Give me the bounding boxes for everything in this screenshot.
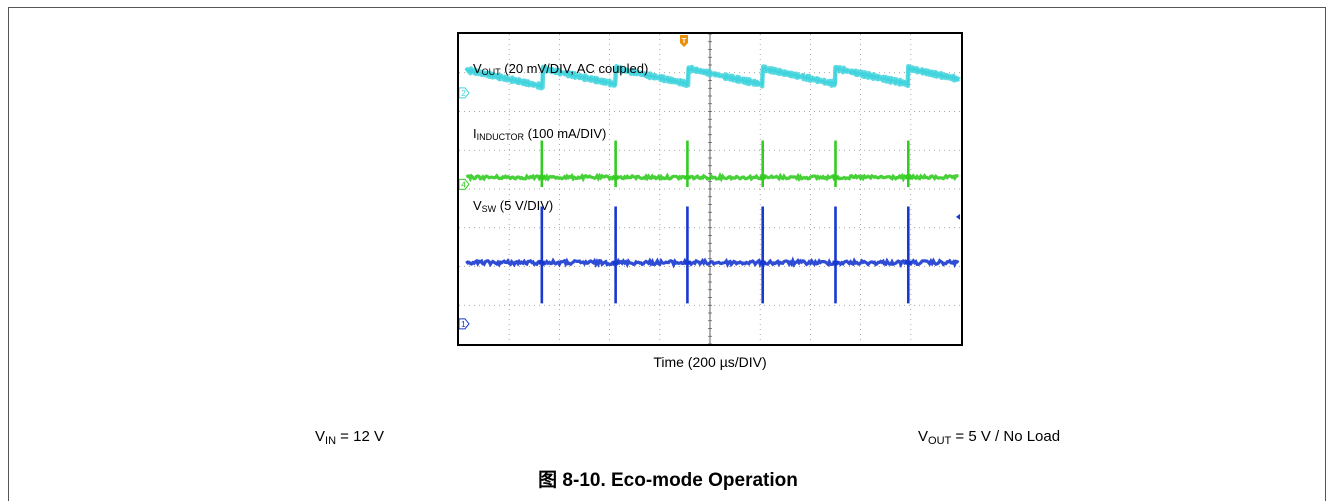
vout-symbol: V <box>918 428 929 445</box>
channel-1-marker-label: 1 <box>461 319 466 329</box>
vout-label-sub: OUT <box>481 67 501 77</box>
channel-2-marker-label: 2 <box>461 88 466 98</box>
inductor-label-suffix: (100 mA/DIV) <box>523 126 607 141</box>
vout-trace-label: VOUT (20 mV/DIV, AC coupled) <box>473 61 648 77</box>
scope-border <box>457 32 963 346</box>
vsw-trace <box>465 256 960 269</box>
vout-trace <box>465 64 960 89</box>
inductor-trace <box>465 171 959 183</box>
vsw-label-symbol: V <box>473 198 482 213</box>
caption-text: 8-10. Eco-mode Operation <box>562 470 798 491</box>
vout-sub: OUT <box>928 435 952 447</box>
inductor-trace-label: IINDUCTOR (100 mA/DIV) <box>473 126 606 142</box>
vout-label-symbol: V <box>473 61 482 76</box>
caption-prefix: 图 <box>538 469 558 491</box>
scope-screen: 2 4 1 T <box>457 32 963 346</box>
channel-4-marker-label: 4 <box>461 180 466 190</box>
vin-sub: IN <box>325 435 337 447</box>
vsw-label-sub: SW <box>481 204 497 214</box>
vsw-trace-label: VSW (5 V/DIV) <box>473 198 553 214</box>
x-axis-label: Time (200 µs/DIV) <box>653 354 767 370</box>
input-voltage-condition: VIN = 12 V <box>315 428 384 447</box>
inductor-label-sub: INDUCTOR <box>476 132 524 142</box>
vin-symbol: V <box>315 428 326 445</box>
trigger-position-marker-label: T <box>682 36 687 45</box>
vout-label-suffix: (20 mV/DIV, AC coupled) <box>500 61 649 76</box>
trigger-level-arrow <box>956 213 960 220</box>
figure-caption: 图 8-10. Eco-mode Operation <box>0 465 1336 492</box>
vin-value: = 12 V <box>336 428 384 445</box>
output-condition: VOUT = 5 V / No Load <box>918 428 1060 447</box>
figure-frame <box>8 7 1326 501</box>
vsw-label-suffix: (5 V/DIV) <box>496 198 554 213</box>
trigger-position-marker <box>680 35 688 47</box>
inductor-label-symbol: I <box>473 126 477 141</box>
vout-value: = 5 V / No Load <box>951 428 1061 445</box>
